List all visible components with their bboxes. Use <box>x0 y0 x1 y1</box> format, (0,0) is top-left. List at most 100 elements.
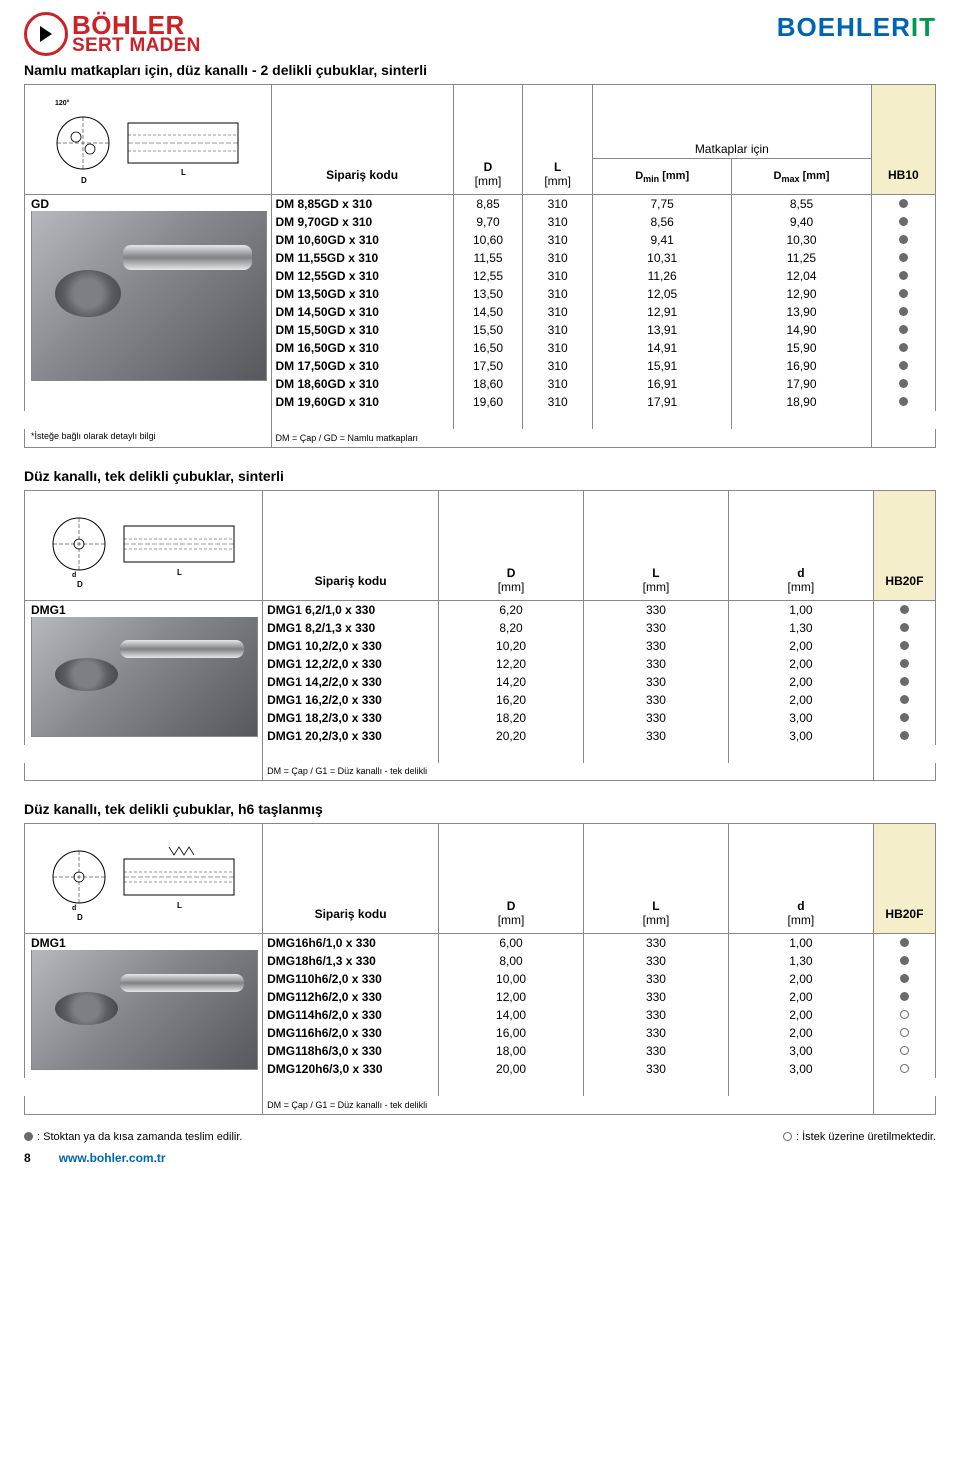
stock-dot <box>871 321 935 339</box>
empty-dot-icon <box>900 1028 909 1037</box>
full-dot-icon <box>899 235 908 244</box>
section2-title: Düz kanallı, tek delikli çubuklar, sinte… <box>24 468 936 484</box>
stock-dot <box>873 988 935 1006</box>
section3-title: Düz kanallı, tek delikli çubuklar, h6 ta… <box>24 801 936 817</box>
val-dmin: 15,91 <box>593 357 732 375</box>
full-dot-icon <box>899 397 908 406</box>
order-code: DMG1 8,2/1,3 x 330 <box>263 619 439 637</box>
stock-dot <box>871 213 935 231</box>
empty-dot-icon <box>900 1046 909 1055</box>
order-code: DM 19,60GD x 310 <box>271 393 453 411</box>
val-L: 310 <box>523 267 593 285</box>
val-dmin: 13,91 <box>593 321 732 339</box>
stock-dot <box>873 1060 935 1078</box>
brand-logo-left: BÖHLER SERT MADEN <box>24 12 201 56</box>
val-dmin: 10,31 <box>593 249 732 267</box>
order-code: DMG1 6,2/1,0 x 330 <box>263 600 439 619</box>
full-dot-icon <box>899 199 908 208</box>
full-dot-icon <box>899 325 908 334</box>
val-d: 2,00 <box>728 988 873 1006</box>
val-D: 16,00 <box>439 1024 584 1042</box>
val-dmax: 15,90 <box>732 339 871 357</box>
note-inline1: DM = Çap / GD = Namlu matkapları <box>271 429 871 447</box>
val-dmin: 12,05 <box>593 285 732 303</box>
order-code: DM 12,55GD x 310 <box>271 267 453 285</box>
val-D: 8,00 <box>439 952 584 970</box>
stock-dot <box>873 1024 935 1042</box>
order-code: DMG110h6/2,0 x 330 <box>263 970 439 988</box>
order-code: DMG120h6/3,0 x 330 <box>263 1060 439 1078</box>
stock-dot <box>871 303 935 321</box>
stock-dot <box>873 952 935 970</box>
val-L: 310 <box>523 231 593 249</box>
full-dot-icon <box>900 713 909 722</box>
svg-text:120°: 120° <box>55 99 70 107</box>
page-number: 8 <box>24 1151 31 1165</box>
val-d: 3,00 <box>728 709 873 727</box>
full-dot-icon <box>900 605 909 614</box>
bottom-line: 8 www.bohler.com.tr <box>24 1151 936 1165</box>
val-L: 330 <box>584 952 729 970</box>
col-D: D[mm] <box>453 85 523 195</box>
val-d: 1,00 <box>728 934 873 953</box>
val-dmin: 17,91 <box>593 393 732 411</box>
full-dot-icon <box>899 343 908 352</box>
val-D: 10,00 <box>439 970 584 988</box>
val-dmin: 12,91 <box>593 303 732 321</box>
note-inline2: DM = Çap / G1 = Düz kanallı - tek delikl… <box>263 763 874 781</box>
empty-dot-icon <box>783 1132 792 1141</box>
val-L: 330 <box>584 1042 729 1060</box>
brand-text: BÖHLER SERT MADEN <box>72 13 201 56</box>
val-L: 330 <box>584 1060 729 1078</box>
brand-right-suf: IT <box>911 12 936 42</box>
full-dot-icon <box>900 956 909 965</box>
stock-dot <box>873 1006 935 1024</box>
val-D: 19,60 <box>453 393 523 411</box>
svg-text:L: L <box>177 901 182 910</box>
val-L: 330 <box>584 970 729 988</box>
val-D: 20,20 <box>439 727 584 745</box>
full-dot-icon <box>899 289 908 298</box>
section2-table: d D L Sipariş kodu D[mm] L[mm] d[mm] HB2… <box>24 490 936 782</box>
section1-title: Namlu matkapları için, düz kanallı - 2 d… <box>24 62 936 78</box>
val-L: 330 <box>584 1006 729 1024</box>
val-D: 8,85 <box>453 195 523 214</box>
full-dot-icon <box>24 1132 33 1141</box>
play-circle-icon <box>24 12 68 56</box>
val-d: 1,00 <box>728 600 873 619</box>
val-d: 3,00 <box>728 1042 873 1060</box>
val-dmin: 11,26 <box>593 267 732 285</box>
section3-table: d D L Sipariş kodu D[mm] L[mm] d[mm] HB2… <box>24 823 936 1115</box>
val-d: 1,30 <box>728 619 873 637</box>
val-L: 330 <box>584 727 729 745</box>
val-dmin: 14,91 <box>593 339 732 357</box>
val-dmax: 16,90 <box>732 357 871 375</box>
stock-dot <box>871 267 935 285</box>
stock-dot <box>873 934 935 953</box>
val-L: 330 <box>584 988 729 1006</box>
group-code3: DMG1 <box>25 934 263 1079</box>
val-D: 13,50 <box>453 285 523 303</box>
full-dot-icon <box>900 623 909 632</box>
order-code: DM 15,50GD x 310 <box>271 321 453 339</box>
val-D: 16,50 <box>453 339 523 357</box>
val-dmin: 9,41 <box>593 231 732 249</box>
diagram-cell: 120° D L <box>25 85 272 195</box>
val-D: 14,20 <box>439 673 584 691</box>
val-L: 330 <box>584 637 729 655</box>
val-L: 330 <box>584 600 729 619</box>
stock-dot <box>871 375 935 393</box>
order-code: DM 8,85GD x 310 <box>271 195 453 214</box>
cross-section-diagram: 120° D L <box>25 85 271 191</box>
val-D: 12,55 <box>453 267 523 285</box>
stock-dot <box>873 619 935 637</box>
note-inline3: DM = Çap / G1 = Düz kanallı - tek delikl… <box>263 1096 874 1114</box>
val-d: 2,00 <box>728 1006 873 1024</box>
col-D2: D[mm] <box>439 490 584 600</box>
val-dmax: 9,40 <box>732 213 871 231</box>
order-code: DMG1 10,2/2,0 x 330 <box>263 637 439 655</box>
full-dot-icon <box>900 695 909 704</box>
stock-dot <box>871 357 935 375</box>
stock-dot <box>873 709 935 727</box>
page-url: www.bohler.com.tr <box>59 1151 166 1165</box>
